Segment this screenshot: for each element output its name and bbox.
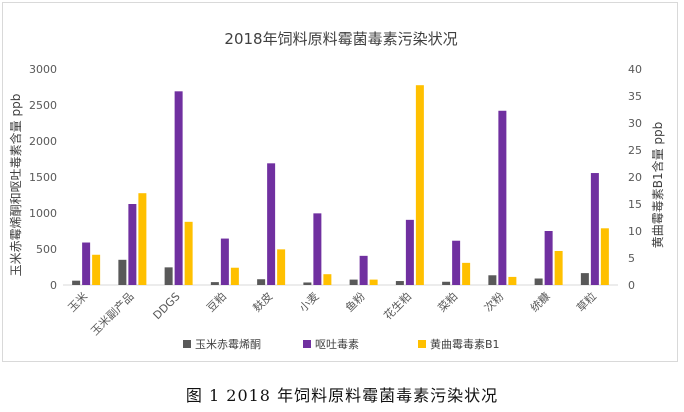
legend-label: 黄曲霉毒素B1: [430, 337, 500, 351]
bar-呕吐毒素: [359, 255, 368, 285]
chart-canvas: 2018年饲料原料霉菌毒素污染状况 玉米赤霉烯酮和呕吐毒素含量 ppb 黄曲霉毒…: [8, 30, 665, 351]
right-tick-label: 10: [628, 225, 642, 238]
category-label: 玉米副产品: [88, 289, 137, 338]
category-label: 豆粕: [204, 289, 229, 314]
bar-黄曲霉毒素B1: [184, 221, 193, 285]
bar-黄曲霉毒素B1: [554, 250, 563, 285]
category-label: 鱼粉: [342, 289, 367, 314]
bar-玉米赤霉烯酮: [257, 279, 266, 285]
bar-黄曲霉毒素B1: [369, 279, 378, 285]
bar-黄曲霉毒素B1: [138, 193, 147, 285]
right-tick-label: 40: [628, 63, 642, 76]
bar-黄曲霉毒素B1: [92, 254, 101, 285]
right-tick-label: 20: [628, 171, 642, 184]
bar-玉米赤霉烯酮: [534, 278, 543, 285]
legend-swatch: [303, 340, 311, 348]
bar-玉米赤霉烯酮: [580, 273, 589, 285]
left-axis-label: 玉米赤霉烯酮和呕吐毒素含量 ppb: [8, 94, 23, 277]
bar-黄曲霉毒素B1: [600, 228, 609, 285]
right-tick-label: 30: [628, 117, 642, 130]
bar-玉米赤霉烯酮: [72, 280, 81, 285]
figure-caption: 图 1 2018 年饲料原料霉菌毒素污染状况: [185, 386, 499, 405]
bar-呕吐毒素: [82, 242, 91, 285]
axes-group: 0 500 1000 1500 2000 2500 3000 0 5 10 15 20 25 30 35 40…: [29, 63, 642, 338]
category-label: 次粉: [481, 289, 506, 314]
bar-黄曲霉毒素B1: [323, 274, 332, 285]
bar-黄曲霉毒素B1: [508, 276, 517, 285]
left-tick-label: 3000: [29, 63, 57, 76]
bar-黄曲霉毒素B1: [415, 85, 424, 285]
right-tick-label: 5: [628, 252, 635, 265]
bar-呕吐毒素: [590, 173, 599, 285]
legend-label: 玉米赤霉烯酮: [195, 338, 261, 351]
bar-玉米赤霉烯酮: [349, 279, 358, 285]
bar-黄曲霉毒素B1: [230, 267, 239, 285]
bar-呕吐毒素: [128, 204, 137, 285]
legend-swatch: [183, 340, 191, 348]
bar-呕吐毒素: [498, 110, 507, 285]
chart-title: 2018年饲料原料霉菌毒素污染状况: [224, 30, 457, 48]
bars-group: [72, 85, 609, 285]
right-axis-label: 黄曲霉毒素B1含量 ppb: [650, 122, 665, 249]
bar-呕吐毒素: [174, 91, 183, 285]
bar-呕吐毒素: [267, 163, 276, 285]
left-tick-label: 1500: [29, 171, 57, 184]
left-tick-label: 2500: [29, 99, 57, 112]
bar-黄曲霉毒素B1: [462, 262, 471, 285]
category-label: DDGS: [151, 290, 183, 322]
category-label: 玉米: [65, 290, 90, 315]
bar-呕吐毒素: [313, 213, 322, 285]
bar-玉米赤霉烯酮: [488, 275, 497, 285]
bar-玉米赤霉烯酮: [164, 267, 173, 285]
bar-呕吐毒素: [452, 240, 461, 285]
right-tick-label: 15: [628, 198, 642, 211]
legend-label: 呕吐毒素: [315, 338, 359, 351]
right-tick-label: 0: [628, 279, 635, 292]
category-label: 草粒: [574, 289, 599, 314]
bar-黄曲霉毒素B1: [277, 249, 286, 285]
legend-swatch: [418, 340, 426, 348]
category-label: 小麦: [297, 290, 322, 315]
left-tick-label: 1000: [29, 207, 57, 220]
bar-玉米赤霉烯酮: [442, 281, 451, 285]
right-tick-label: 25: [628, 144, 642, 157]
bar-呕吐毒素: [405, 219, 414, 285]
chart-frame: 2018年饲料原料霉菌毒素污染状况 玉米赤霉烯酮和呕吐毒素含量 ppb 黄曲霉毒…: [2, 2, 678, 362]
right-tick-label: 35: [628, 90, 642, 103]
category-label: 麸皮: [250, 290, 275, 315]
category-label: 菜粕: [435, 289, 460, 314]
bar-玉米赤霉烯酮: [395, 281, 404, 285]
left-tick-label: 500: [36, 243, 57, 256]
bar-玉米赤霉烯酮: [210, 282, 219, 285]
legend: 玉米赤霉烯酮 呕吐毒素 黄曲霉毒素B1: [183, 337, 500, 351]
category-label: 花生粕: [381, 289, 414, 322]
left-tick-label: 2000: [29, 135, 57, 148]
bar-玉米赤霉烯酮: [118, 259, 127, 285]
bar-呕吐毒素: [544, 231, 553, 285]
bar-呕吐毒素: [220, 238, 229, 285]
category-label: 统糠: [527, 289, 552, 314]
bar-玉米赤霉烯酮: [303, 282, 312, 285]
left-tick-label: 0: [50, 279, 57, 292]
